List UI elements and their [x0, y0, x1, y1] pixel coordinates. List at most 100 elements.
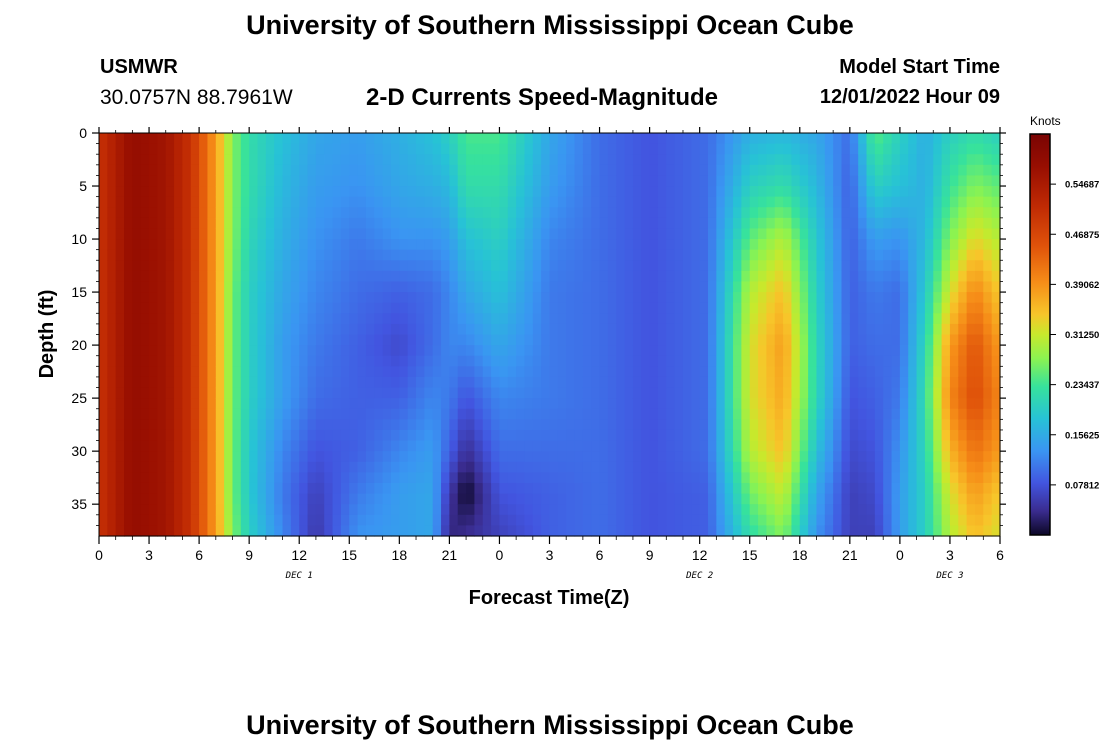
heatmap-cell	[482, 175, 492, 187]
heatmap-cell	[883, 228, 893, 240]
heatmap-cell	[708, 525, 717, 537]
heatmap-cell	[174, 249, 184, 261]
heatmap-cell	[265, 376, 275, 389]
heatmap-cell	[349, 270, 359, 283]
heatmap-cell	[682, 419, 692, 431]
heatmap-cell	[891, 451, 901, 463]
heatmap-cell	[357, 217, 367, 230]
heatmap-cell	[916, 525, 926, 537]
heatmap-cell	[816, 345, 826, 357]
heatmap-cell	[649, 387, 659, 399]
heatmap-cell	[799, 408, 809, 420]
heatmap-cell	[866, 525, 876, 537]
heatmap-cell	[991, 408, 1001, 420]
heatmap-cell	[441, 154, 450, 166]
heatmap-cell	[315, 376, 325, 389]
heatmap-cell	[749, 186, 759, 198]
heatmap-cell	[841, 133, 851, 145]
heatmap-cell	[416, 133, 425, 145]
heatmap-cell	[841, 398, 851, 410]
heatmap-cell	[741, 387, 751, 399]
heatmap-cell	[774, 429, 784, 442]
heatmap-cell	[516, 164, 526, 177]
heatmap-cell	[290, 228, 300, 240]
heatmap-cell	[399, 323, 409, 336]
heatmap-cell	[299, 217, 309, 230]
heatmap-cell	[190, 207, 200, 219]
heatmap-cell	[282, 186, 292, 198]
heatmap-cell	[733, 281, 742, 293]
heatmap-cell	[949, 239, 959, 251]
heatmap-cell	[766, 270, 776, 283]
heatmap-cell	[199, 249, 209, 261]
heatmap-cell	[491, 249, 501, 261]
heatmap-cell	[741, 461, 751, 473]
heatmap-cell	[858, 207, 868, 219]
heatmap-cell	[741, 419, 751, 431]
heatmap-cell	[908, 387, 918, 399]
heatmap-cell	[541, 419, 551, 431]
heatmap-cell	[299, 228, 309, 240]
heatmap-cell	[574, 334, 584, 346]
heatmap-cell	[966, 133, 976, 145]
heatmap-cell	[174, 133, 184, 145]
heatmap-cell	[299, 249, 309, 261]
heatmap-cell	[808, 154, 818, 166]
heatmap-cell	[165, 504, 175, 516]
heatmap-cell	[482, 281, 492, 293]
heatmap-cell	[749, 419, 759, 431]
heatmap-cell	[449, 249, 459, 261]
heatmap-cell	[983, 482, 993, 495]
heatmap-cell	[974, 366, 984, 378]
heatmap-cell	[874, 472, 884, 484]
heatmap-cell	[541, 260, 551, 272]
heatmap-cell	[382, 334, 392, 346]
heatmap-cell	[441, 355, 450, 367]
heatmap-cell	[124, 323, 133, 336]
heatmap-cell	[582, 514, 592, 526]
heatmap-cell	[524, 164, 534, 177]
heatmap-cell	[816, 398, 826, 410]
heatmap-cell	[491, 302, 501, 314]
heatmap-cell	[841, 323, 851, 336]
heatmap-cell	[858, 493, 868, 505]
heatmap-cell	[607, 260, 617, 272]
heatmap-cell	[149, 334, 158, 346]
heatmap-cell	[132, 133, 142, 145]
heatmap-cell	[849, 323, 859, 336]
heatmap-cell	[424, 493, 434, 505]
heatmap-cell	[974, 302, 984, 314]
heatmap-cell	[624, 143, 634, 155]
heatmap-cell	[941, 345, 951, 357]
heatmap-cell	[332, 186, 342, 198]
heatmap-cell	[457, 186, 467, 198]
heatmap-cell	[657, 334, 667, 346]
heatmap-cell	[174, 217, 184, 230]
heatmap-cell	[674, 376, 684, 389]
heatmap-cell	[249, 143, 259, 155]
heatmap-cell	[274, 302, 284, 314]
heatmap-cell	[307, 323, 317, 336]
heatmap-cell	[240, 472, 250, 484]
heatmap-cell	[824, 493, 834, 505]
heatmap-cell	[699, 133, 709, 145]
heatmap-cell	[149, 323, 158, 336]
heatmap-cell	[257, 398, 267, 410]
heatmap-cell	[783, 334, 793, 346]
heatmap-cell	[340, 451, 350, 463]
heatmap-cell	[549, 429, 559, 442]
heatmap-cell	[365, 504, 375, 516]
heatmap-cell	[190, 186, 200, 198]
heatmap-cell	[349, 154, 359, 166]
heatmap-cell	[299, 292, 309, 304]
heatmap-cell	[416, 461, 425, 473]
heatmap-cell	[574, 260, 584, 272]
heatmap-cell	[474, 376, 484, 389]
heatmap-cell	[315, 514, 325, 526]
heatmap-cell	[557, 504, 567, 516]
heatmap-cell	[532, 239, 542, 251]
heatmap-cell	[524, 175, 534, 187]
heatmap-cell	[224, 440, 234, 452]
heatmap-cell	[390, 302, 400, 314]
heatmap-cell	[349, 323, 359, 336]
